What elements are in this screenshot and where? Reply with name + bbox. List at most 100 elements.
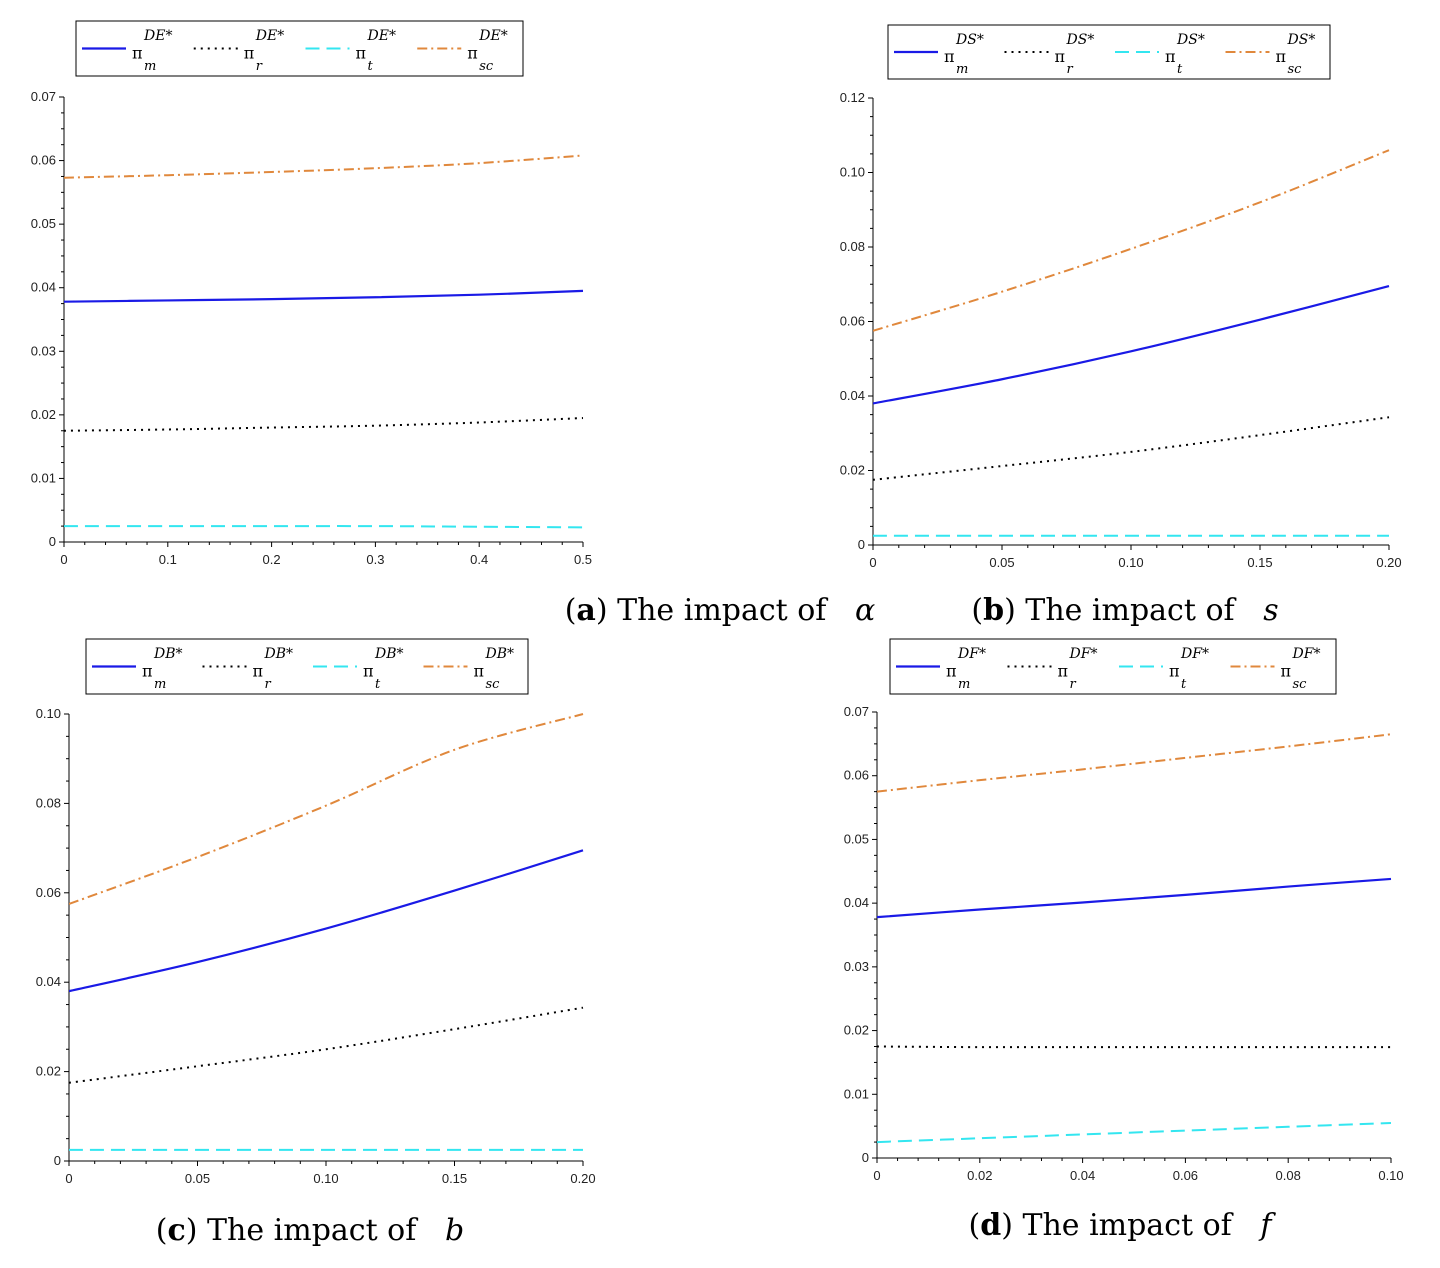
chart-panel-d: 0 0.01 0.02 0.03 0.04 0.05 0.06 0.07 0 0.02 0.04 0.… [844, 638, 1404, 1243]
legend-symbol: π [467, 44, 478, 63]
legend-subscript: sc [486, 677, 501, 692]
legend-symbol: π [132, 44, 143, 63]
legend-symbol: π [356, 44, 367, 63]
y-tick-label: 0.04 [31, 280, 56, 295]
legend-subscript: t [368, 59, 374, 74]
legend-superscript: DB* [374, 646, 404, 662]
legend-superscript: DS* [1066, 32, 1095, 48]
legend-subscript: t [375, 677, 381, 692]
y-tick-label: 0.10 [840, 165, 865, 180]
legend-superscript: DF* [1180, 646, 1209, 662]
series-line-pi-r [877, 1045, 1391, 1049]
legend-subscript: sc [1293, 677, 1308, 692]
y-tick-label: 0.04 [844, 895, 869, 910]
legend-subscript: m [154, 677, 166, 692]
legend-box [75, 20, 524, 77]
series-line-pi-r [873, 416, 1390, 481]
x-tick-label: 0.15 [442, 1171, 467, 1186]
y-tick-label: 0 [862, 1150, 869, 1165]
legend-symbol: π [1165, 47, 1176, 66]
x-tick-label: 0 [60, 552, 67, 567]
x-tick-label: 0.10 [313, 1171, 338, 1186]
legend-superscript: DS* [1287, 32, 1316, 48]
legend-superscript: DE* [143, 28, 172, 44]
chart-panel-b: 0 0.02 0.04 0.06 0.08 0.10 0.12 0 0.05 0.10 0.15 0.… [840, 24, 1402, 628]
y-tick-label: 0.03 [31, 343, 56, 358]
legend-symbol: π [944, 47, 955, 66]
y-tick-label: 0.03 [844, 959, 869, 974]
panel-caption: (a) The impact of α [565, 593, 876, 628]
x-tick-label: 0.06 [1173, 1168, 1198, 1183]
y-tick-label: 0.05 [31, 216, 56, 231]
x-tick-label: 0.15 [1247, 555, 1272, 570]
x-tick-label: 0.20 [570, 1171, 595, 1186]
legend-superscript: DB* [485, 646, 515, 662]
y-tick-label: 0.01 [844, 1086, 869, 1101]
series-line-pi-t [64, 525, 584, 529]
legend-subscript: m [956, 62, 968, 77]
series-line-pi-sc [69, 713, 584, 905]
x-tick-label: 0 [65, 1171, 72, 1186]
legend-subscript: t [1177, 62, 1183, 77]
legend-superscript: DB* [264, 646, 294, 662]
y-tick-label: 0.07 [31, 89, 56, 104]
y-tick-label: 0.06 [36, 885, 61, 900]
legend-symbol: π [244, 44, 255, 63]
y-tick-label: 0.02 [31, 407, 56, 422]
legend-symbol: π [1055, 47, 1066, 66]
x-tick-label: 0.10 [1378, 1168, 1403, 1183]
y-tick-label: 0 [858, 537, 865, 552]
legend-superscript: DB* [153, 646, 183, 662]
series-line-pi-m [873, 285, 1390, 405]
legend-subscript: sc [479, 59, 494, 74]
series-line-pi-m [69, 849, 584, 993]
legend-symbol: π [946, 662, 957, 681]
legend-subscript: r [1070, 677, 1077, 692]
y-tick-label: 0.05 [844, 831, 869, 846]
x-tick-label: 0.1 [159, 552, 177, 567]
x-tick-label: 0.20 [1376, 555, 1401, 570]
series-line-pi-m [877, 877, 1392, 919]
x-tick-label: 0.08 [1276, 1168, 1301, 1183]
x-tick-label: 0.3 [366, 552, 384, 567]
x-tick-label: 0.10 [1118, 555, 1143, 570]
panel-caption: (d) The impact of f [969, 1208, 1277, 1243]
legend-subscript: r [256, 59, 263, 74]
series-line-pi-r [64, 417, 584, 432]
legend-symbol: π [253, 662, 264, 681]
legend-box [85, 638, 529, 695]
y-tick-label: 0.02 [844, 1023, 869, 1038]
y-tick-label: 0.02 [840, 463, 865, 478]
y-tick-label: 0.08 [840, 239, 865, 254]
series-line-pi-sc [877, 733, 1392, 793]
legend-subscript: sc [1288, 62, 1303, 77]
x-tick-label: 0.5 [574, 552, 592, 567]
y-tick-label: 0.04 [840, 388, 865, 403]
legend-symbol: π [1058, 662, 1069, 681]
legend-superscript: DS* [955, 32, 984, 48]
panel-caption: (c) The impact of b [156, 1213, 464, 1248]
legend-symbol: π [1169, 662, 1180, 681]
y-tick-label: 0.07 [844, 704, 869, 719]
series-line-pi-r [69, 1006, 584, 1084]
y-tick-label: 0.06 [840, 314, 865, 329]
x-tick-label: 0 [873, 1168, 880, 1183]
chart-panel-c: 00.020.040.060.080.100 0.05 0.10 0.15 0.20πD… [36, 638, 596, 1248]
panel-caption: (b) The impact of s [971, 593, 1278, 628]
legend-subscript: m [958, 677, 970, 692]
legend-superscript: DF* [1069, 646, 1098, 662]
chart-panel-a: 0 0.01 0.02 0.03 0.04 0.05 0.06 0.07 0 0.1 0.2 0.3 0… [31, 20, 876, 628]
x-tick-label: 0.05 [989, 555, 1014, 570]
legend-superscript: DE* [255, 28, 284, 44]
x-tick-label: 0 [869, 555, 876, 570]
series-line-pi-t [877, 1121, 1392, 1144]
x-tick-label: 0.02 [967, 1168, 992, 1183]
x-tick-label: 0.4 [470, 552, 488, 567]
legend-superscript: DF* [1292, 646, 1321, 662]
legend-box [887, 24, 1331, 80]
